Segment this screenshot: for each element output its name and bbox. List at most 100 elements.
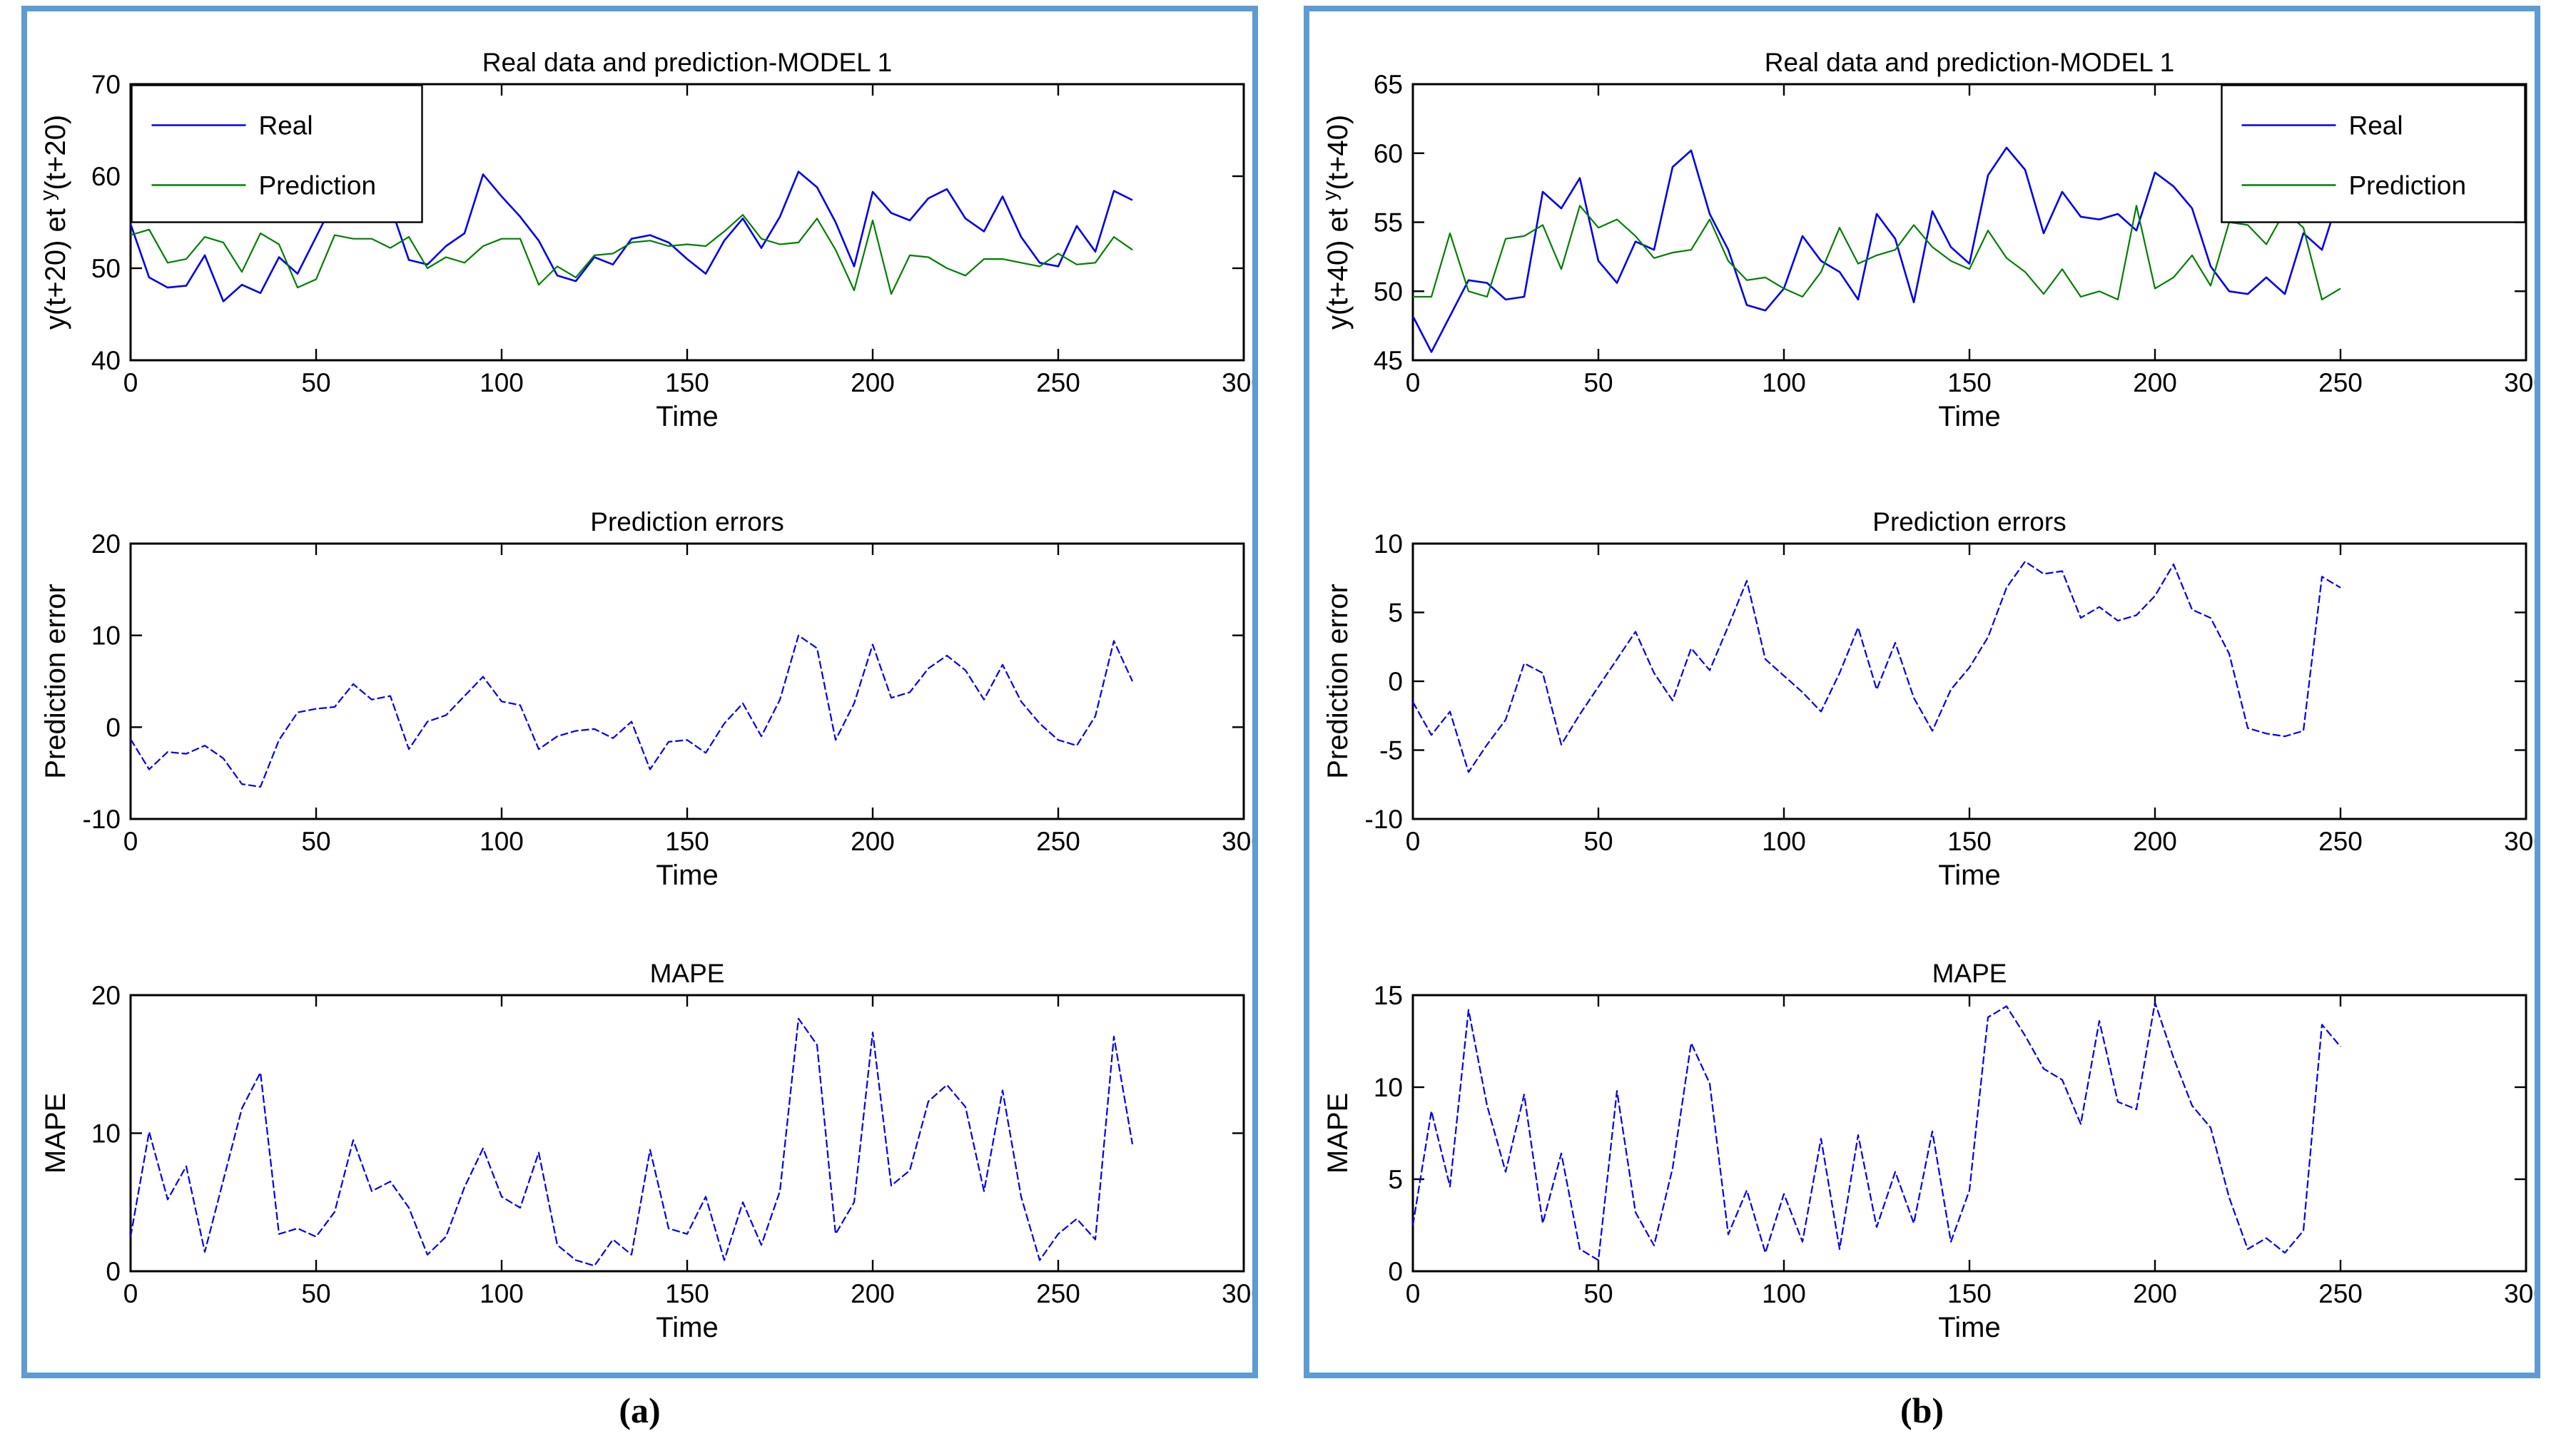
x-axis-label: Time	[656, 860, 718, 891]
chart-title: MAPE	[650, 959, 725, 988]
x-tick-label: 50	[1583, 368, 1613, 397]
y-tick-label: 5	[1388, 599, 1403, 628]
panel-a-plots: 05010015020025030040506070Real data and …	[36, 48, 1252, 1343]
x-tick-label: 50	[1583, 827, 1613, 856]
x-tick-label: 50	[1583, 1279, 1613, 1308]
legend-label: Prediction	[2349, 171, 2467, 200]
x-tick-label: 150	[665, 368, 709, 397]
panel-a: 05010015020025030040506070Real data and …	[21, 6, 1258, 1378]
x-tick-label: 100	[1762, 368, 1806, 397]
chart-b-top: 0 50 100 150 200 250 300 45 50 55 60 65 Real data an…	[1319, 48, 2535, 432]
series-line-prediction-error	[1412, 560, 2341, 773]
y-tick-label: 70	[91, 70, 121, 99]
y-tick-label: 55	[1374, 208, 1403, 238]
chart-title: Prediction errors	[590, 507, 783, 536]
x-tick-label: 250	[1036, 1279, 1080, 1308]
series-line-mape	[129, 1017, 1134, 1267]
x-tick-label: 300	[1222, 827, 1252, 856]
y-tick-label: -10	[83, 805, 121, 834]
series-line-real	[129, 170, 1133, 302]
y-axis-label: y(t+40) et y(t+40)	[1319, 115, 1354, 330]
x-axis-label: Time	[1938, 1312, 2000, 1343]
y-axis-label: Prediction error	[1322, 584, 1354, 778]
chart-title: MAPE	[1932, 959, 2007, 988]
x-tick-label: 250	[2318, 368, 2363, 397]
x-tick-label: 100	[480, 368, 524, 397]
x-tick-label: 150	[1947, 1279, 1992, 1308]
y-tick-label: 20	[91, 529, 121, 559]
y-tick-label: 0	[1388, 667, 1403, 696]
x-tick-label: 50	[301, 1279, 330, 1308]
y-tick-label: 15	[1374, 981, 1403, 1010]
y-axis-label: Prediction error	[40, 584, 71, 778]
chart-title: Prediction errors	[1872, 507, 2066, 536]
x-tick-label: 300	[2504, 368, 2535, 397]
chart-b-middle: 0 50 100 150 200 250 300 -10 -5 0 5 10 Prediction er…	[1322, 507, 2535, 891]
series-line-mape	[1411, 1002, 2341, 1261]
x-tick-label: 0	[123, 368, 138, 397]
series-line-prediction	[1413, 205, 2341, 300]
x-tick-label: 250	[1036, 368, 1080, 397]
x-tick-label: 300	[2504, 827, 2535, 856]
x-tick-label: 250	[1036, 827, 1080, 856]
legend-box	[131, 84, 423, 223]
legend-label: Real	[259, 111, 313, 141]
x-tick-label: 250	[2318, 1279, 2363, 1308]
x-tick-label: 100	[1762, 1279, 1806, 1308]
x-tick-label: 100	[480, 827, 524, 856]
y-tick-label: 5	[1388, 1165, 1403, 1194]
legend: Real Prediction	[2221, 84, 2526, 223]
y-tick-label: 0	[106, 1257, 121, 1286]
x-tick-label: 150	[665, 827, 709, 856]
x-tick-label: 300	[1222, 1279, 1252, 1308]
x-tick-label: 200	[851, 1279, 895, 1308]
axes-frame	[129, 542, 1245, 820]
chart-a-bottom: 0 50 100 150 200 250 300 0 10 20 MAPE Time MAPE	[40, 959, 1252, 1343]
chart-b-bottom: 0 50 100 150 200 250 300 0 5 10 15 MAPE Time MAPE	[1322, 959, 2535, 1343]
y-tick-label: -10	[1365, 805, 1403, 834]
y-tick-label: 50	[1374, 277, 1403, 306]
x-tick-label: 0	[1406, 827, 1421, 856]
caption-a: (a)	[619, 1390, 661, 1430]
y-tick-label: 10	[91, 1119, 121, 1149]
y-tick-label: 20	[91, 981, 121, 1010]
x-tick-label: 100	[480, 1279, 524, 1308]
series-line-prediction	[130, 214, 1133, 295]
y-axis-label: MAPE	[40, 1093, 71, 1174]
x-tick-label: 300	[1222, 368, 1252, 397]
y-tick-label: 60	[1374, 139, 1403, 168]
chart-title: Real data and prediction-MODEL 1	[1765, 48, 2175, 77]
y-tick-label: 0	[106, 713, 121, 742]
x-tick-label: 200	[2133, 1279, 2177, 1308]
y-axis-label: MAPE	[1322, 1093, 1354, 1174]
x-axis-label: Time	[1938, 860, 2000, 891]
panel-b-plots: 0501001502002503004550556065Real data an…	[1319, 48, 2535, 1343]
x-tick-label: 0	[123, 827, 138, 856]
x-axis-label: Time	[1938, 401, 2000, 432]
x-axis-label: Time	[656, 401, 718, 432]
axes-frame	[1411, 994, 2527, 1273]
x-tick-label: 200	[2133, 827, 2177, 856]
axes-frame	[129, 994, 1245, 1273]
x-tick-label: 300	[2504, 1279, 2535, 1308]
y-tick-label: 10	[1374, 1073, 1403, 1102]
axes-frame	[1411, 542, 2527, 820]
y-tick-label: 60	[91, 162, 121, 191]
x-tick-label: 200	[851, 827, 895, 856]
x-tick-label: 250	[2318, 827, 2363, 856]
y-tick-label: 50	[91, 254, 121, 283]
x-tick-label: 150	[1947, 827, 1992, 856]
chart-a-top: 0 50 100 150 200 250 300 40 50 60 70 Real data and …	[36, 48, 1252, 432]
y-tick-label: 10	[1374, 529, 1403, 559]
y-tick-label: 40	[91, 346, 121, 375]
x-axis-label: Time	[656, 1312, 718, 1343]
y-tick-label: 10	[91, 621, 121, 651]
series-line-real	[1411, 146, 2342, 353]
x-tick-label: 200	[2133, 368, 2177, 397]
legend-label: Real	[2349, 111, 2403, 141]
x-tick-label: 150	[665, 1279, 709, 1308]
x-tick-label: 0	[123, 1279, 138, 1308]
y-tick-label: -5	[1379, 736, 1403, 765]
x-tick-label: 0	[1406, 1279, 1421, 1308]
